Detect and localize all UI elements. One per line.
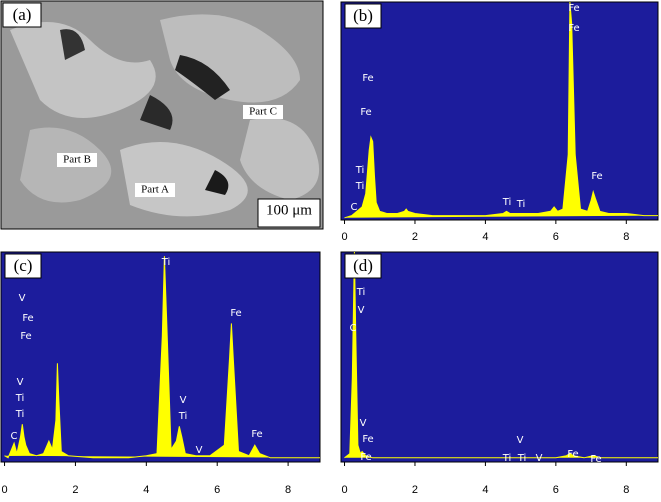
spectrum [4,256,320,459]
peak-label: Fe [360,452,371,463]
panel-label: (c) [14,256,33,275]
pore [205,170,229,195]
plot-area [340,251,659,463]
annotation-box [243,105,283,119]
annotation: Part A [141,184,169,196]
peak-label: V [536,453,543,464]
x-tick-label: 8 [623,484,629,496]
peak-label: Fe [360,107,371,118]
annotation: Part B [63,154,91,166]
peak-label: Fe [22,313,33,324]
panel-label-box [2,2,42,28]
grain [10,22,156,118]
panel-label-box [344,3,382,29]
grain [240,118,320,200]
pore [60,29,85,60]
x-tick-label: 6 [553,484,559,496]
micrograph: (a) Part C Part B Part A 100 μm [0,0,324,230]
peak-label: Fe [567,449,578,460]
x-tick-label: 6 [214,484,220,496]
panel-label: (d) [353,256,373,275]
scale-bar-box [257,198,321,228]
x-tick-label: 0 [341,484,347,496]
peak-label: V [19,293,26,304]
x-tick-label: 8 [623,231,629,243]
peak-label: Fe [20,331,31,342]
peak-label: Ti [15,409,25,420]
peak-label: Ti [355,165,365,176]
peak-label: V [358,305,365,316]
x-tick-label: 0 [341,231,347,243]
peak-label: Ti [502,453,512,464]
peak-label: Ti [15,393,25,404]
peak-label: V [180,395,187,406]
peak-label: C [11,431,18,442]
annotation-box [135,183,175,197]
peak-label: Fe [251,429,262,440]
peak-label: Fe [230,308,241,319]
pore [175,55,230,100]
x-tick-label: 4 [482,231,488,243]
panel-label: (b) [353,6,373,25]
peak-label: V [196,445,203,456]
peak-label: V [517,435,524,446]
peak-label: Ti [178,411,188,422]
annotation-box [57,153,97,167]
plot-area [340,1,659,221]
peak-label: Fe [362,434,373,445]
peak-label: V [17,377,24,388]
peak-label: Ti [161,257,171,268]
peak-label: Ti [356,287,366,298]
spectrum [344,251,658,459]
peak-label: Ti [516,199,526,210]
peak-label: Ti [502,197,512,208]
panel-label: (a) [13,5,32,24]
x-tick-label: 2 [412,231,418,243]
x-tick-label: 6 [553,231,559,243]
spectrum [344,1,658,219]
peak-label: Ti [517,453,527,464]
x-tick-label: 0 [1,484,7,496]
grain [120,142,248,217]
peak-label: Fe [591,171,602,182]
peak-label: C [350,323,357,334]
panel-label-box [4,253,42,279]
annotation: Part C [249,106,277,118]
x-tick-label: 4 [143,484,149,496]
peak-label: Fe [568,23,579,34]
peak-label: Ti [355,181,365,192]
panel-label-box [344,253,382,279]
peak-label: Fe [362,73,373,84]
x-tick-label: 8 [285,484,291,496]
peak-label: C [351,202,358,213]
x-tick-label: 4 [482,484,488,496]
peak-label: Fe [568,3,579,14]
peak-label: Fe [590,454,601,465]
peak-label: V [360,418,367,429]
pore [140,95,173,130]
scale-bar: 100 μm [266,202,312,218]
x-tick-label: 2 [412,484,418,496]
x-tick-label: 2 [72,484,78,496]
